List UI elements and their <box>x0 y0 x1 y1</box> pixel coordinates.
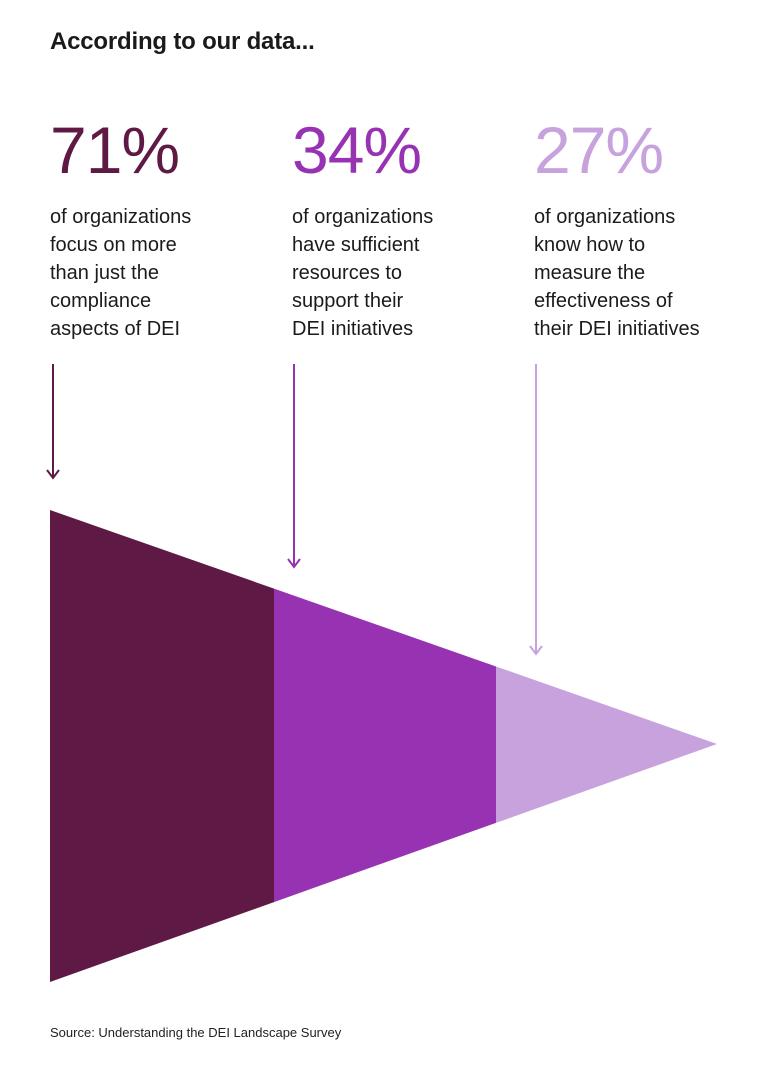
arrow-1 <box>46 364 60 480</box>
stat-value-1: 71% <box>50 113 180 187</box>
arrow-3 <box>529 364 543 656</box>
stat-block-1: 71% of organizations focus on more than … <box>50 112 265 343</box>
page-title: According to our data... <box>50 28 315 55</box>
stat-value-3: 27% <box>534 113 664 187</box>
stat-block-2: 34% of organizations have sufficient res… <box>292 112 507 343</box>
funnel-segment-3 <box>496 666 717 823</box>
stat-value-2: 34% <box>292 113 422 187</box>
funnel-segment-2 <box>274 588 496 903</box>
stat-description-3: of organizations know how to measure the… <box>534 206 700 340</box>
arrow-2 <box>287 364 301 569</box>
stat-description-2: of organizations have sufficient resourc… <box>292 206 434 340</box>
stat-block-3: 27% of organizations know how to measure… <box>534 112 754 343</box>
source-note: Source: Understanding the DEI Landscape … <box>50 1025 342 1040</box>
stat-description-1: of organizations focus on more than just… <box>50 206 192 340</box>
funnel-segment-1 <box>50 510 274 982</box>
